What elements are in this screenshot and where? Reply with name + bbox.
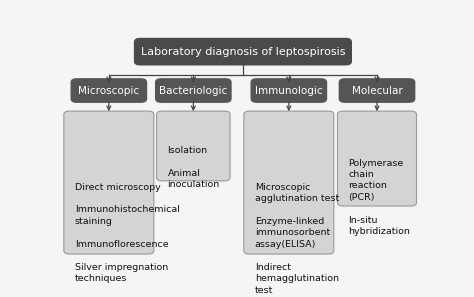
Text: Bacteriologic: Bacteriologic bbox=[159, 86, 228, 96]
Text: Microscopic: Microscopic bbox=[78, 86, 139, 96]
FancyBboxPatch shape bbox=[135, 39, 351, 65]
Text: Direct microscopy

Immunohistochemical
staining

Immunoflorescence

Silver impre: Direct microscopy Immunohistochemical st… bbox=[75, 183, 180, 283]
FancyBboxPatch shape bbox=[251, 79, 327, 102]
FancyBboxPatch shape bbox=[64, 111, 154, 254]
Text: Polymerase
chain
reaction
(PCR)

In-situ
hybridization: Polymerase chain reaction (PCR) In-situ … bbox=[348, 159, 410, 236]
Text: Immunologic: Immunologic bbox=[255, 86, 323, 96]
FancyBboxPatch shape bbox=[337, 111, 417, 206]
Text: Microscopic
agglutination test

Enzyme-linked
immunosorbent
assay(ELISA)

Indire: Microscopic agglutination test Enzyme-li… bbox=[255, 183, 339, 297]
Text: Laboratory diagnosis of leptospirosis: Laboratory diagnosis of leptospirosis bbox=[141, 47, 345, 57]
FancyBboxPatch shape bbox=[244, 111, 334, 254]
FancyBboxPatch shape bbox=[71, 79, 146, 102]
FancyBboxPatch shape bbox=[156, 111, 230, 181]
FancyBboxPatch shape bbox=[339, 79, 415, 102]
Text: Molecular: Molecular bbox=[352, 86, 402, 96]
FancyBboxPatch shape bbox=[155, 79, 231, 102]
Text: Isolation

Animal
inoculation: Isolation Animal inoculation bbox=[168, 146, 220, 189]
